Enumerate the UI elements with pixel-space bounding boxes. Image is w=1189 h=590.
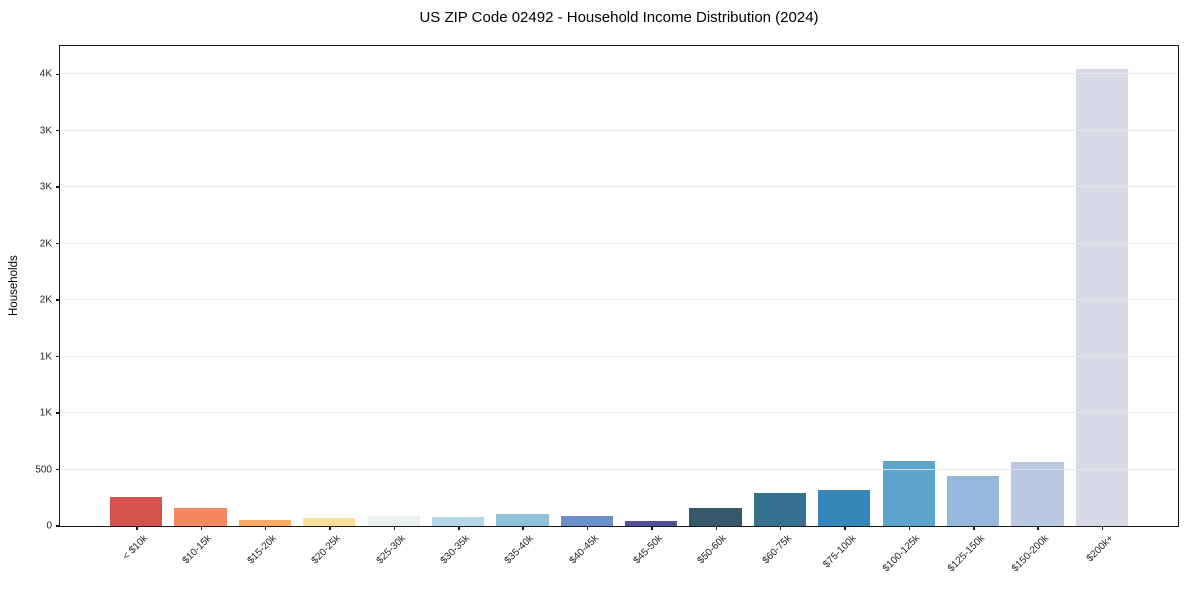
bar-slot: $45-50k bbox=[619, 46, 683, 566]
bar-slot: $125-150k bbox=[941, 46, 1005, 574]
bar bbox=[1011, 462, 1064, 526]
bar bbox=[560, 515, 613, 526]
x-tick-label: < $10k bbox=[120, 533, 150, 563]
y-tick-mark bbox=[56, 468, 60, 471]
x-tick-mark bbox=[1101, 526, 1104, 530]
bar bbox=[818, 489, 871, 526]
x-tick-label: $200k+ bbox=[1084, 533, 1116, 565]
x-tick-mark bbox=[522, 526, 524, 530]
bars-container: < $10k $10-15k $15-20k $20-25k $25-30k $30-35… bbox=[60, 46, 1178, 574]
bar-slot: $10-15k bbox=[168, 46, 232, 566]
x-tick-mark bbox=[715, 526, 718, 530]
bar-slot: $50-60k bbox=[683, 46, 747, 566]
x-tick-mark bbox=[264, 526, 267, 530]
bar bbox=[1075, 69, 1128, 526]
bar-slot: $150-200k bbox=[1005, 46, 1069, 574]
bar-slot: $35-40k bbox=[490, 46, 554, 566]
x-tick-label: $30-35k bbox=[438, 533, 472, 567]
x-tick-label: $150-200k bbox=[1010, 533, 1052, 575]
y-tick-label: 2K bbox=[39, 238, 52, 250]
y-tick-label: 3K bbox=[39, 181, 52, 193]
bar bbox=[174, 507, 227, 526]
bar bbox=[882, 460, 935, 526]
chart-title: US ZIP Code 02492 - Household Income Dis… bbox=[419, 9, 819, 26]
bar-slot: $75-100k bbox=[812, 46, 876, 570]
bar-slot: $25-30k bbox=[362, 46, 426, 566]
x-tick-label: $125-150k bbox=[945, 533, 987, 575]
y-tick-mark bbox=[56, 299, 60, 301]
bar-slot: $30-35k bbox=[426, 46, 490, 566]
x-tick-label: $10-15k bbox=[181, 533, 215, 567]
x-tick-label: $35-40k bbox=[502, 533, 537, 567]
x-tick-mark bbox=[779, 526, 782, 530]
y-tick-label: 1K bbox=[39, 351, 52, 363]
bar bbox=[431, 516, 485, 526]
x-tick-mark bbox=[1037, 526, 1039, 530]
bar-slot: $20-25k bbox=[297, 46, 361, 566]
x-tick-label: $15-20k bbox=[245, 533, 279, 567]
bar-slot: $40-45k bbox=[555, 46, 619, 566]
y-tick-mark bbox=[56, 412, 60, 414]
bar-slot: $15-20k bbox=[233, 46, 297, 566]
y-tick-label: 500 bbox=[35, 464, 52, 476]
x-tick-mark bbox=[458, 526, 460, 530]
y-tick-mark bbox=[56, 355, 60, 358]
y-tick-label: 0 bbox=[46, 520, 52, 532]
x-tick-label: $60-75k bbox=[760, 533, 794, 567]
y-axis-label: Households bbox=[8, 255, 20, 317]
plot-area: < $10k $10-15k $15-20k $20-25k $25-30k $30-35… bbox=[35, 45, 1179, 574]
y-tick-label: 2K bbox=[39, 294, 52, 306]
y-tick-label: 1K bbox=[39, 407, 52, 419]
bar bbox=[946, 476, 1000, 526]
x-tick-label: $45-50k bbox=[631, 533, 665, 567]
x-tick-label: $20-25k bbox=[309, 533, 344, 567]
x-tick-mark bbox=[329, 526, 331, 530]
y-tick-mark bbox=[56, 73, 60, 75]
y-tick-mark bbox=[56, 525, 60, 527]
x-tick-mark bbox=[200, 526, 203, 530]
y-tick-mark bbox=[56, 186, 60, 188]
x-tick-label: $75-100k bbox=[820, 533, 859, 571]
bar-slot: $60-75k bbox=[748, 46, 812, 566]
x-tick-mark bbox=[136, 526, 138, 530]
x-tick-mark bbox=[393, 526, 396, 530]
bar bbox=[625, 520, 678, 526]
bar-slot: $100-125k bbox=[877, 46, 941, 574]
x-tick-label: $25-30k bbox=[374, 533, 408, 567]
bar bbox=[367, 516, 420, 526]
bar bbox=[110, 496, 163, 526]
x-tick-label: $50-60k bbox=[696, 533, 730, 567]
bar bbox=[753, 493, 806, 526]
x-tick-mark bbox=[844, 526, 846, 530]
bar-slot: < $10k bbox=[104, 46, 168, 562]
bar bbox=[303, 517, 356, 526]
bar bbox=[689, 508, 742, 526]
y-tick-mark bbox=[56, 129, 60, 132]
x-tick-mark bbox=[908, 526, 911, 530]
y-tick-label: 3K bbox=[39, 125, 52, 137]
y-tick-label: 4K bbox=[39, 68, 52, 80]
bar bbox=[238, 520, 291, 526]
x-tick-mark bbox=[973, 526, 975, 530]
bar bbox=[496, 514, 549, 526]
bar-slot: $200k+ bbox=[1070, 46, 1134, 564]
x-tick-mark bbox=[651, 526, 653, 530]
y-tick-mark bbox=[56, 242, 60, 245]
x-tick-label: $40-45k bbox=[567, 533, 601, 567]
x-tick-label: $100-125k bbox=[881, 533, 923, 575]
x-tick-mark bbox=[586, 526, 589, 530]
